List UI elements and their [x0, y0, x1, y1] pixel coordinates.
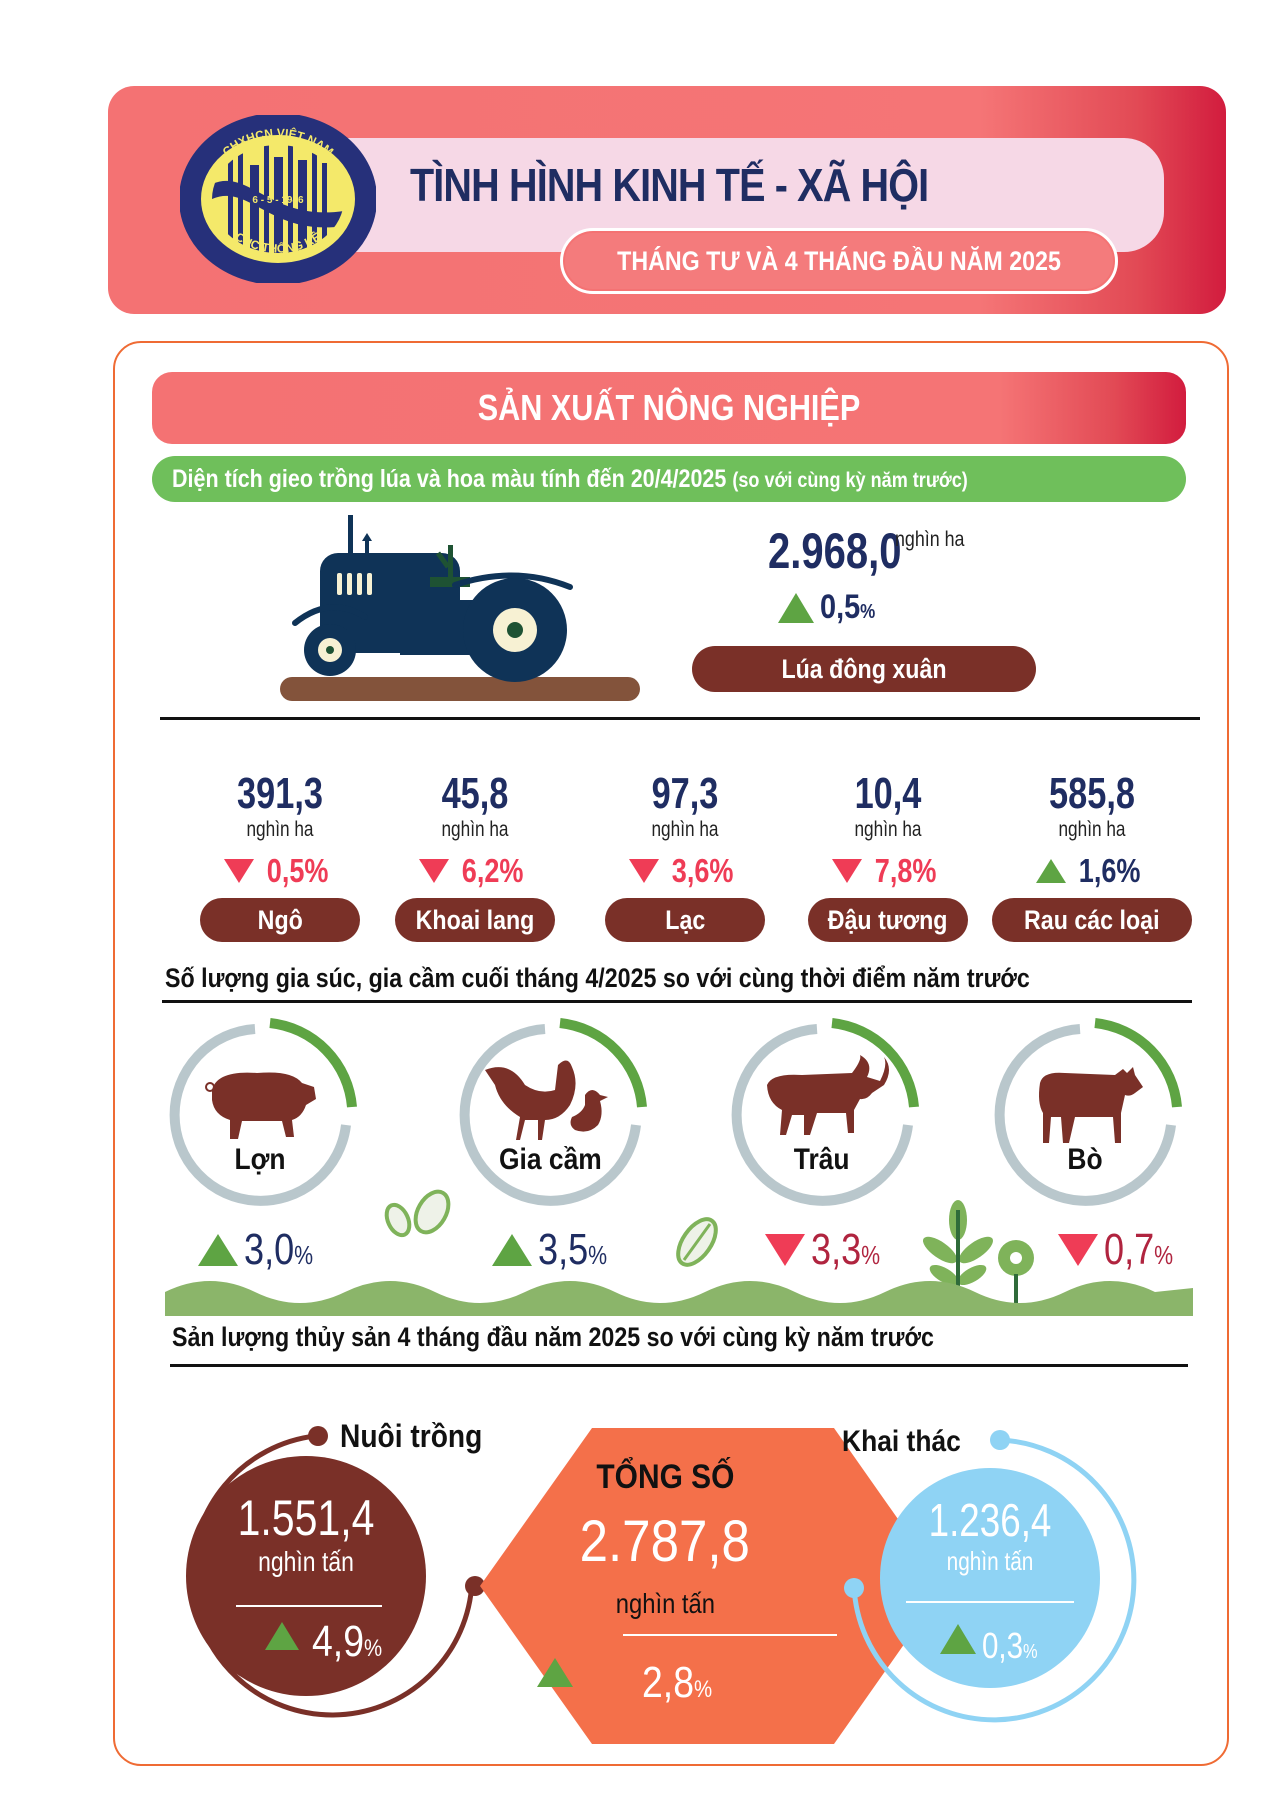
planting-heading-note: (so với cùng kỳ năm trước) — [732, 469, 968, 492]
capture-label: Khai thác — [842, 1425, 961, 1458]
up-triangle-icon — [1036, 859, 1067, 883]
aquaculture-change: 4,9% — [312, 1617, 383, 1666]
section-title: SẢN XUẤT NÔNG NGHIỆP — [477, 387, 861, 428]
crop-value: 391,3 — [237, 769, 323, 818]
rice-change: 0,5% — [820, 588, 876, 626]
down-triangle-icon — [629, 859, 660, 883]
page-subtitle: THÁNG TƯ VÀ 4 THÁNG ĐẦU NĂM 2025 — [617, 246, 1061, 276]
aquaculture-value: 1.551,4 — [237, 1490, 375, 1546]
crop-unit: nghìn ha — [854, 818, 922, 841]
crop-rau: 585,8 nghìn ha 1,6% Rau các loại — [992, 770, 1192, 942]
tractor-icon — [280, 515, 640, 701]
subtitle-pill — [560, 228, 1118, 294]
crop-ngo: 391,3 nghìn ha 0,5% Ngô — [185, 770, 375, 942]
livestock-name: Lợn — [234, 1143, 286, 1176]
buffalo-icon — [767, 1055, 889, 1135]
crop-unit: nghìn ha — [651, 818, 719, 841]
livestock-pig-change: 3,0% — [198, 1225, 328, 1275]
planting-heading: Diện tích gieo trồng lúa và hoa màu tính… — [172, 456, 968, 502]
svg-text:6 - 5 - 1946: 6 - 5 - 1946 — [252, 195, 304, 206]
down-triangle-icon — [1058, 1234, 1098, 1266]
crop-dau-tuong: 10,4 nghìn ha 7,8% Đậu tương — [793, 770, 983, 942]
crop-label-pill: Đậu tương — [808, 898, 968, 942]
rice-label-pill — [692, 646, 1036, 692]
crop-label-pill: Khoai lang — [395, 898, 555, 942]
progress-ring-icon — [731, 1018, 919, 1206]
crop-change: 7,8% — [875, 852, 937, 889]
crop-lac: 97,3 nghìn ha 3,6% Lạc — [590, 770, 780, 942]
down-triangle-icon — [224, 859, 255, 883]
poultry-icon — [485, 1060, 608, 1140]
progress-ring-icon — [459, 1018, 647, 1206]
crop-unit: nghìn ha — [1058, 818, 1126, 841]
crop-change: 1,6% — [1079, 852, 1141, 889]
capture-value: 1.236,4 — [928, 1494, 1052, 1546]
down-triangle-icon — [832, 859, 863, 883]
livestock-buffalo-change: 3,3% — [765, 1225, 895, 1275]
aquaculture-label: Nuôi trồng — [340, 1418, 483, 1454]
crop-value: 97,3 — [651, 769, 719, 818]
livestock-cow-change: 0,7% — [1058, 1225, 1188, 1275]
up-triangle-icon — [778, 593, 814, 623]
leaf-icon — [676, 1217, 718, 1267]
content-frame — [113, 341, 1229, 1766]
crop-khoai-lang: 45,8 nghìn ha 6,2% Khoai lang — [380, 770, 570, 942]
total-label: TỔNG SỐ — [596, 1458, 734, 1496]
cow-icon — [1039, 1067, 1143, 1143]
capture-value-block: 1.236,4 nghìn tấn — [890, 1494, 1090, 1576]
divider — [162, 1000, 1192, 1003]
livestock-poultry-change: 3,5% — [492, 1225, 622, 1275]
progress-ring-icon — [169, 1018, 357, 1206]
divider — [160, 717, 1200, 720]
plant-icon — [922, 1200, 1034, 1315]
fishery-graphic — [186, 1426, 1137, 1744]
leaf-icon — [384, 1189, 451, 1238]
livestock-name: Trâu — [794, 1143, 850, 1176]
section-bar — [152, 372, 1186, 444]
livestock-pig: Lợn — [160, 1015, 360, 1215]
aquaculture-unit: nghìn tấn — [258, 1546, 354, 1577]
crop-value: 10,4 — [854, 769, 922, 818]
crop-change: 3,6% — [672, 852, 734, 889]
crop-change: 0,5% — [267, 852, 329, 889]
planting-heading-text: Diện tích gieo trồng lúa và hoa màu tính… — [172, 465, 727, 493]
up-triangle-icon — [492, 1234, 532, 1266]
crop-value: 585,8 — [1049, 769, 1135, 818]
divider — [170, 1364, 1188, 1367]
livestock-name: Bò — [1067, 1143, 1103, 1176]
crop-label-pill: Rau các loại — [992, 898, 1192, 942]
total-unit: nghìn tấn — [615, 1588, 715, 1619]
livestock-buffalo: Trâu — [722, 1015, 922, 1215]
up-triangle-icon — [198, 1234, 238, 1266]
planting-heading-bar — [152, 456, 1186, 502]
livestock-poultry: Gia cầm — [450, 1015, 650, 1215]
gso-logo-icon: 6 - 5 - 1946 CHXHCN VIỆT NAM CỤC THỐNG K… — [180, 115, 376, 283]
pig-icon — [205, 1072, 316, 1139]
down-triangle-icon — [419, 859, 450, 883]
progress-ring-icon — [994, 1018, 1182, 1206]
crop-unit: nghìn ha — [246, 818, 314, 841]
rice-label: Lúa đông xuân — [781, 654, 947, 684]
crop-unit: nghìn ha — [441, 818, 509, 841]
page-title: TÌNH HÌNH KINH TẾ - XÃ HỘI — [410, 159, 929, 211]
total-value: 2.787,8 — [579, 1509, 751, 1574]
ground-wave-icon — [165, 1281, 1193, 1316]
total-change: 2,8% — [642, 1658, 713, 1707]
capture-change: 0,3% — [982, 1625, 1038, 1666]
fishery-heading: Sản lượng thủy sản 4 tháng đầu năm 2025 … — [172, 1322, 934, 1352]
crop-change: 6,2% — [462, 852, 524, 889]
livestock-cow: Bò — [985, 1015, 1185, 1215]
crop-label-pill: Ngô — [200, 898, 360, 942]
capture-unit: nghìn tấn — [946, 1546, 1034, 1576]
rice-unit: nghìn ha — [895, 528, 965, 551]
livestock-name: Gia cầm — [498, 1143, 602, 1176]
aquaculture-value-block: 1.551,4 nghìn tấn — [206, 1490, 406, 1578]
rice-value: 2.968,0 — [768, 523, 902, 579]
livestock-heading: Số lượng gia súc, gia cầm cuối tháng 4/2… — [165, 963, 1030, 993]
down-triangle-icon — [765, 1234, 805, 1266]
crop-value: 45,8 — [441, 769, 509, 818]
crop-label-pill: Lạc — [605, 898, 765, 942]
